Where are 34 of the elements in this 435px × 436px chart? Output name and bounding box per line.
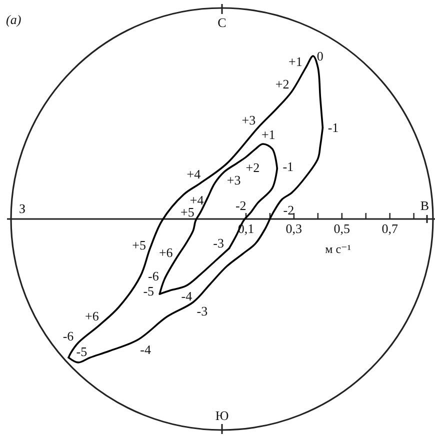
annotation: +6	[85, 308, 100, 324]
annotation: -5	[143, 282, 154, 298]
annotation: -3	[196, 303, 208, 318]
annotation: В	[420, 198, 430, 213]
annotation: -2	[283, 202, 294, 217]
annotation: +4	[186, 166, 202, 181]
x-tick-label: 0,3	[286, 221, 302, 236]
annotation: -3	[213, 234, 224, 250]
annotation: +6	[158, 244, 174, 260]
text: Ю	[215, 408, 229, 423]
x-tick-label: 0,5	[334, 221, 350, 236]
annotation: -4	[140, 342, 152, 357]
annotation: +5	[180, 204, 194, 220]
x-tick-label: 0,7	[382, 221, 398, 236]
annotation: -6	[148, 268, 160, 284]
annotation: +5	[132, 237, 146, 252]
annotation: +3	[226, 172, 241, 188]
annotation: -1	[328, 119, 339, 134]
annotation: +4	[190, 192, 204, 207]
annotation: +1	[288, 54, 302, 69]
x-axis-title: м с⁻¹	[325, 242, 352, 256]
annotation: -4	[181, 288, 193, 303]
annotation: +1	[261, 126, 276, 142]
annotation: -1	[282, 158, 294, 174]
text: С	[218, 15, 226, 30]
annotation: З	[19, 201, 26, 216]
chart-title: (a)	[6, 12, 22, 27]
annotation: -2	[235, 198, 246, 213]
annotation: +3	[242, 112, 256, 128]
annotation: +2	[246, 159, 260, 174]
annotation: -6	[62, 328, 74, 344]
annotation: -5	[76, 344, 88, 359]
annotation: +2	[275, 76, 290, 92]
annotation: 0	[316, 48, 324, 64]
